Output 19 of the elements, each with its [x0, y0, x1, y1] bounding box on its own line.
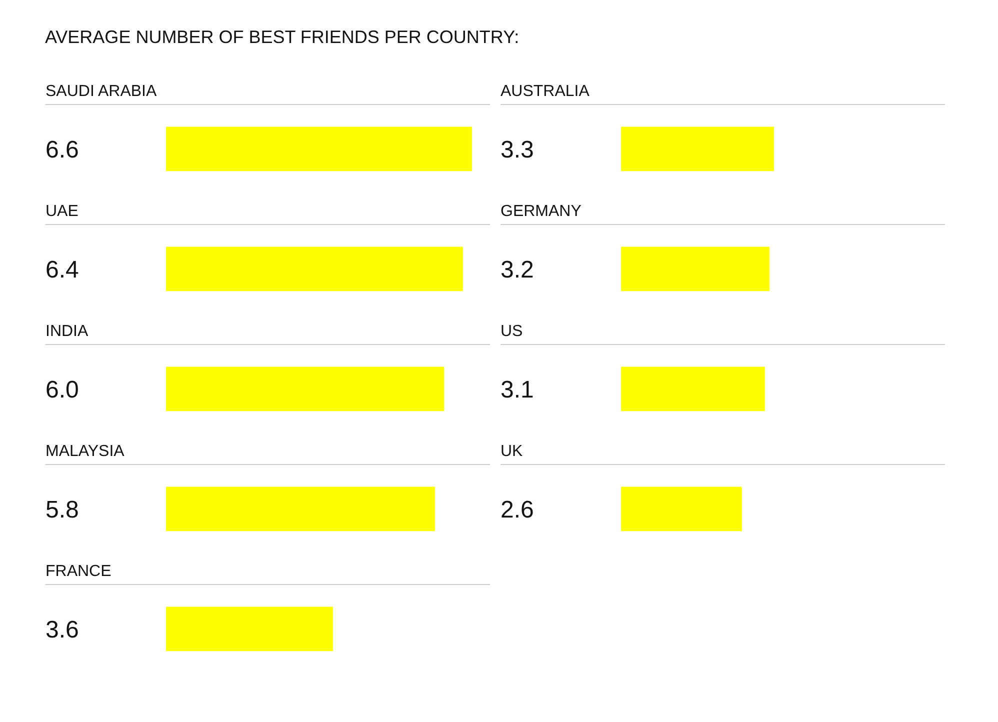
data-label: 5.8 — [46, 496, 79, 524]
data-label: 3.6 — [46, 616, 79, 644]
category-label: AUSTRALIA — [500, 82, 590, 100]
data-label: 3.2 — [500, 256, 534, 284]
category-label: UAE — [46, 202, 78, 220]
category-label: UK — [500, 442, 523, 460]
category-label: US — [500, 322, 523, 340]
category-label: INDIA — [46, 322, 88, 340]
category-label: GERMANY — [500, 202, 582, 220]
category-label: MALAYSIA — [46, 442, 124, 460]
category-label: SAUDI ARABIA — [46, 82, 157, 100]
chart-title: AVERAGE NUMBER OF BEST FRIENDS PER COUNTRY: — [45, 26, 520, 49]
data-label: 6.6 — [46, 136, 79, 164]
category-label: FRANCE — [46, 562, 112, 580]
data-label: 6.4 — [46, 256, 79, 284]
data-label: 6.0 — [46, 376, 79, 404]
data-label: 3.1 — [500, 376, 534, 404]
data-label: 2.6 — [500, 496, 534, 524]
data-label: 3.3 — [500, 136, 534, 164]
